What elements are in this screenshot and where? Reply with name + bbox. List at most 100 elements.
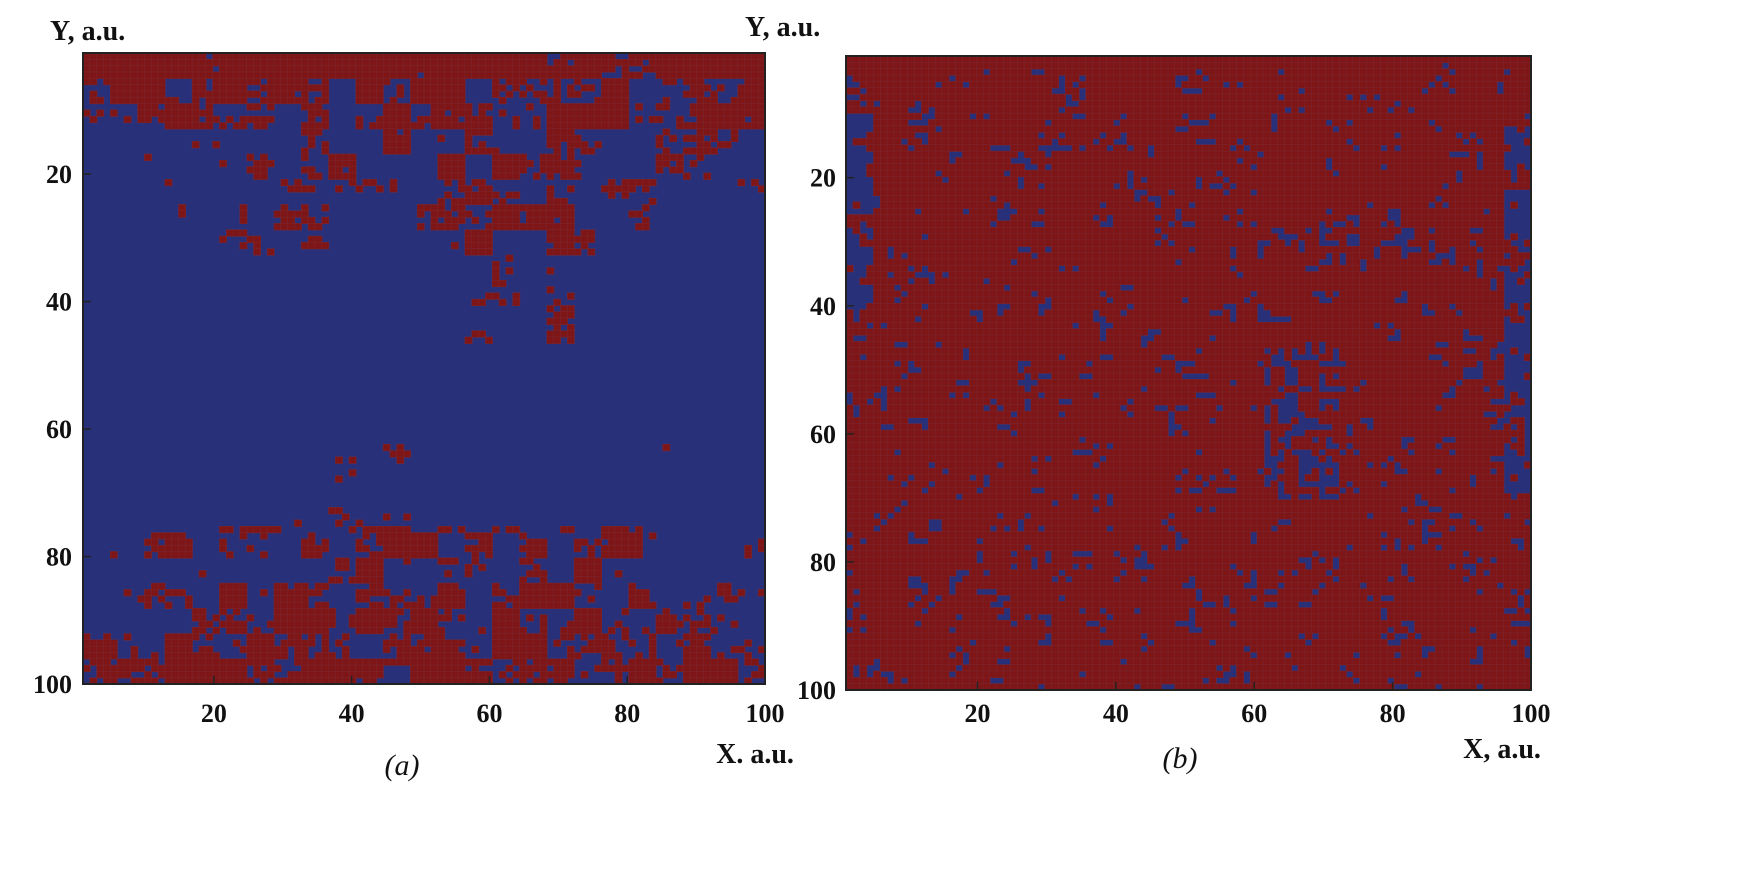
heatmap-cell [464, 570, 473, 578]
heatmap-cell [1044, 87, 1053, 95]
heatmap-cell [1297, 74, 1306, 83]
heatmap-cell [1154, 157, 1162, 165]
heatmap-cell [1071, 150, 1080, 159]
heatmap-cell [225, 614, 234, 622]
heatmap-cell [1373, 195, 1381, 203]
heatmap-cell [451, 645, 459, 654]
heatmap-cell [382, 103, 391, 111]
heatmap-cell [648, 59, 657, 67]
heatmap-cell [744, 71, 753, 79]
heatmap-cell [1448, 239, 1457, 247]
heatmap-cell [1434, 207, 1443, 216]
heatmap-cell [1318, 106, 1327, 114]
heatmap-cell [696, 141, 705, 149]
heatmap-cell [1126, 226, 1135, 235]
heatmap-cell [948, 138, 957, 146]
heatmap-cell [1222, 182, 1231, 190]
heatmap-cell [1208, 176, 1217, 184]
heatmap-cell [403, 626, 412, 635]
heatmap-cell [689, 77, 698, 86]
heatmap-cell [744, 59, 753, 67]
heatmap-cell [1414, 144, 1423, 152]
heatmap-cell [1154, 163, 1162, 171]
heatmap-cell [185, 65, 193, 73]
heatmap-cell [1119, 169, 1128, 178]
heatmap-cell [1215, 106, 1224, 114]
heatmap-cell [444, 191, 452, 199]
heatmap-cell [1023, 144, 1032, 152]
heatmap-cell [464, 134, 473, 142]
heatmap-cell [246, 52, 255, 60]
heatmap-cell [1023, 226, 1032, 235]
heatmap-cell [471, 544, 480, 553]
heatmap-cell [587, 59, 596, 67]
heatmap-cell [1133, 226, 1142, 235]
heatmap-cell [150, 544, 159, 553]
heatmap-cell [710, 71, 718, 79]
heatmap-cell [396, 645, 405, 654]
heatmap-cell [934, 131, 943, 140]
heatmap-cell [880, 119, 888, 127]
heatmap-cell [212, 59, 221, 67]
heatmap-cell [273, 210, 282, 218]
heatmap-cell [505, 652, 514, 660]
heatmap-cell [703, 52, 712, 60]
heatmap-cell [1434, 182, 1443, 190]
heatmap-cell [730, 103, 739, 111]
heatmap-cell [601, 77, 609, 86]
heatmap-cell [280, 223, 289, 231]
heatmap-cell [232, 608, 241, 616]
heatmap-cell [580, 84, 589, 92]
heatmap-cell [1085, 157, 1094, 165]
heatmap-cell [314, 172, 323, 180]
heatmap-cell [239, 620, 248, 628]
heatmap-cell [1071, 138, 1080, 146]
heatmap-cell [376, 589, 384, 597]
heatmap-cell [648, 652, 657, 660]
heatmap-cell [1222, 106, 1231, 114]
heatmap-cell [294, 77, 302, 86]
heatmap-cell [969, 74, 977, 83]
heatmap-cell [369, 664, 377, 673]
heatmap-cell [1263, 100, 1272, 108]
heatmap-cell [1373, 68, 1381, 76]
heatmap-cell [273, 652, 282, 660]
heatmap-cell [491, 601, 500, 609]
heatmap-cell [519, 576, 527, 584]
heatmap-cell [1400, 112, 1409, 121]
heatmap-cell [1318, 163, 1327, 171]
heatmap-cell [287, 639, 296, 647]
heatmap-cell [307, 103, 316, 111]
heatmap-cell [137, 595, 146, 603]
heatmap-cell [1236, 176, 1244, 184]
heatmap-cell [300, 122, 309, 130]
heatmap-cell [1414, 106, 1423, 114]
heatmap-cell [512, 671, 521, 679]
heatmap-cell [641, 65, 650, 73]
heatmap-cell [526, 551, 534, 559]
heatmap-cell [1099, 150, 1107, 159]
heatmap-cell [1407, 81, 1416, 89]
heatmap-cell [1462, 55, 1470, 63]
heatmap-cell [566, 633, 575, 641]
heatmap-cell [1160, 207, 1169, 216]
heatmap-cell [1421, 195, 1429, 203]
heatmap-cell [451, 115, 459, 124]
heatmap-cell [280, 614, 289, 622]
heatmap-cell [641, 626, 650, 635]
heatmap-cell [321, 71, 330, 79]
heatmap-cell [560, 115, 568, 124]
heatmap-cell [1482, 87, 1491, 95]
heatmap-cell [328, 65, 336, 73]
heatmap-cell [1147, 233, 1155, 241]
heatmap-cell [1154, 68, 1162, 76]
heatmap-cell [287, 633, 296, 641]
heatmap-cell [430, 122, 439, 130]
heatmap-cell [246, 614, 255, 622]
heatmap-cell [437, 664, 446, 673]
heatmap-cell [1277, 157, 1286, 165]
heatmap-cell [546, 109, 555, 117]
heatmap-cell [880, 106, 888, 114]
heatmap-cell [519, 639, 527, 647]
